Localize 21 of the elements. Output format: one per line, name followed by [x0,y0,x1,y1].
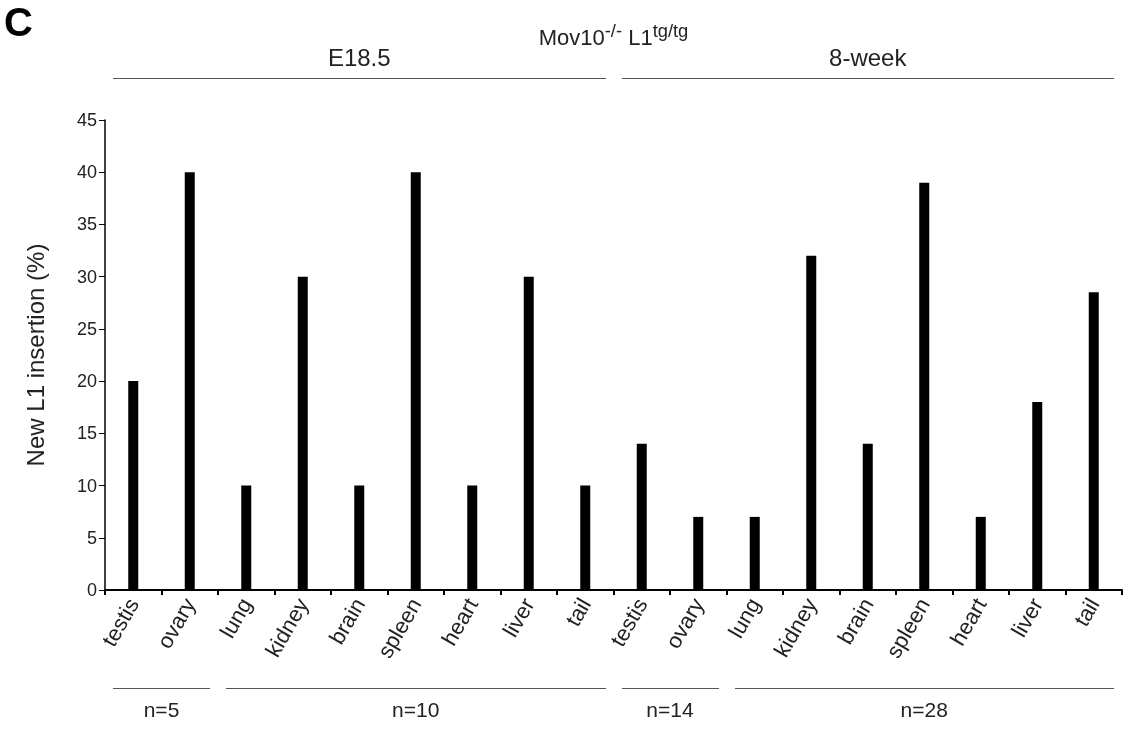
y-axis-title: New L1 insertion (%) [21,243,49,467]
y-tick-label: 5 [86,527,97,548]
x-tick-label: tail [560,593,597,631]
y-tick-label: 10 [76,475,97,496]
y-tick-label: 40 [76,162,97,183]
text: n=14 [646,698,694,722]
y-tick-label: 15 [76,423,97,444]
text: E18.5 [327,44,391,72]
y-tick-label: 0 [86,580,97,600]
text: 8-week [829,44,907,72]
y-tick-label: 45 [76,110,97,130]
chart-title: Mov10$^{-/-}$ L1$^{tg/tg}$ [538,20,689,52]
text: C [4,0,33,45]
text: n=5 [143,698,180,722]
y-tick-label: 35 [76,214,97,235]
y-tick-label: 20 [76,371,97,392]
y-tick-label: 25 [76,318,97,339]
x-tick-label: tail [1068,593,1105,631]
text: n=10 [392,698,440,722]
y-tick-label: 30 [76,266,97,287]
text: n=28 [900,698,948,722]
